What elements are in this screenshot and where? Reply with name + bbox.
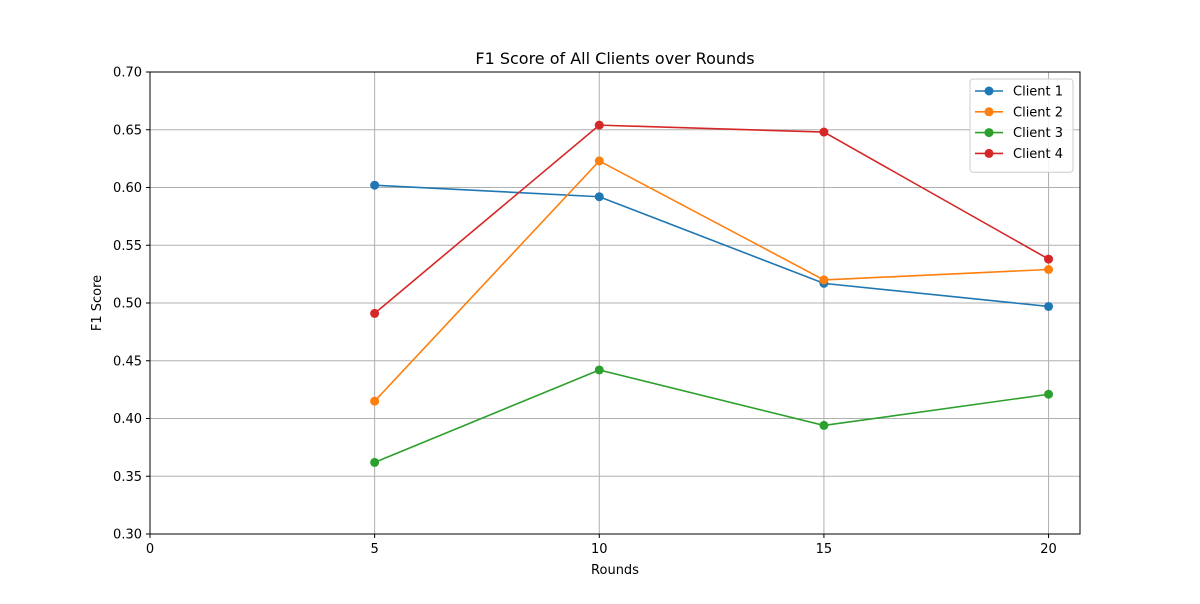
legend-label: Client 3	[1013, 126, 1063, 141]
x-tick-label: 0	[146, 542, 154, 557]
y-tick-label: 0.40	[113, 412, 142, 427]
data-point	[1044, 254, 1054, 264]
legend-label: Client 4	[1013, 147, 1063, 162]
series-line	[374, 369, 1049, 464]
y-tick-label: 0.55	[113, 239, 142, 254]
legend-item: Client 1	[975, 85, 1063, 100]
x-tick-label: 20	[1040, 542, 1057, 557]
y-tick-label: 0.70	[113, 66, 142, 81]
series-line	[374, 159, 1049, 402]
data-point	[594, 365, 604, 375]
series-3	[370, 365, 1054, 467]
legend-label: Client 2	[1013, 105, 1063, 120]
y-axis-ticks: 0.30 0.35 0.40 0.45 0.50 0.55 0.60 0.65 0.70	[113, 66, 150, 543]
data-point	[819, 127, 829, 137]
grid-lines	[149, 71, 1080, 535]
legend-marker	[984, 107, 994, 117]
data-point	[819, 420, 829, 430]
legend: Client 1 Client 2 Client 3 Client 4	[969, 78, 1074, 173]
legend-item: Client 4	[975, 147, 1063, 162]
legend-box	[969, 78, 1074, 173]
legend-item: Client 3	[975, 126, 1063, 141]
legend-marker	[984, 148, 994, 158]
data-point	[370, 180, 380, 190]
y-tick-label: 0.65	[113, 123, 142, 138]
x-tick-label: 5	[370, 542, 378, 557]
y-tick-label: 0.30	[113, 528, 142, 543]
y-axis-label: F1 Score	[90, 275, 105, 331]
y-tick-label: 0.60	[113, 181, 142, 196]
x-tick-label: 10	[591, 542, 608, 557]
data-point	[370, 396, 380, 406]
y-tick-label: 0.45	[113, 354, 142, 369]
series-line	[374, 124, 1049, 315]
legend-marker	[984, 128, 994, 138]
x-axis-label: Rounds	[591, 563, 639, 578]
data-point	[594, 192, 604, 202]
data-point	[1044, 389, 1054, 399]
x-tick-label: 15	[816, 542, 833, 557]
legend-item: Client 2	[975, 105, 1063, 120]
data-point	[594, 156, 604, 166]
series-2	[370, 156, 1054, 406]
series-line	[374, 184, 1049, 308]
legend-label: Client 1	[1013, 85, 1063, 100]
x-axis-ticks: 0 5 10 15 20	[146, 534, 1057, 557]
data-point	[594, 120, 604, 130]
series-group	[370, 120, 1054, 467]
y-tick-label: 0.50	[113, 297, 142, 312]
data-point	[1044, 265, 1054, 275]
series-1	[370, 180, 1054, 311]
legend-marker	[984, 86, 994, 96]
data-point	[370, 457, 380, 467]
chart-title: F1 Score of All Clients over Rounds	[475, 49, 754, 68]
series-4	[370, 120, 1054, 318]
data-point	[1044, 301, 1054, 311]
data-point	[370, 308, 380, 318]
y-tick-label: 0.35	[113, 470, 142, 485]
data-point	[819, 275, 829, 285]
